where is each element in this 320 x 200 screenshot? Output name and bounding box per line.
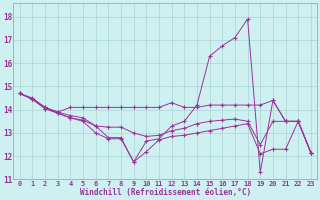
X-axis label: Windchill (Refroidissement éolien,°C): Windchill (Refroidissement éolien,°C) bbox=[80, 188, 251, 197]
